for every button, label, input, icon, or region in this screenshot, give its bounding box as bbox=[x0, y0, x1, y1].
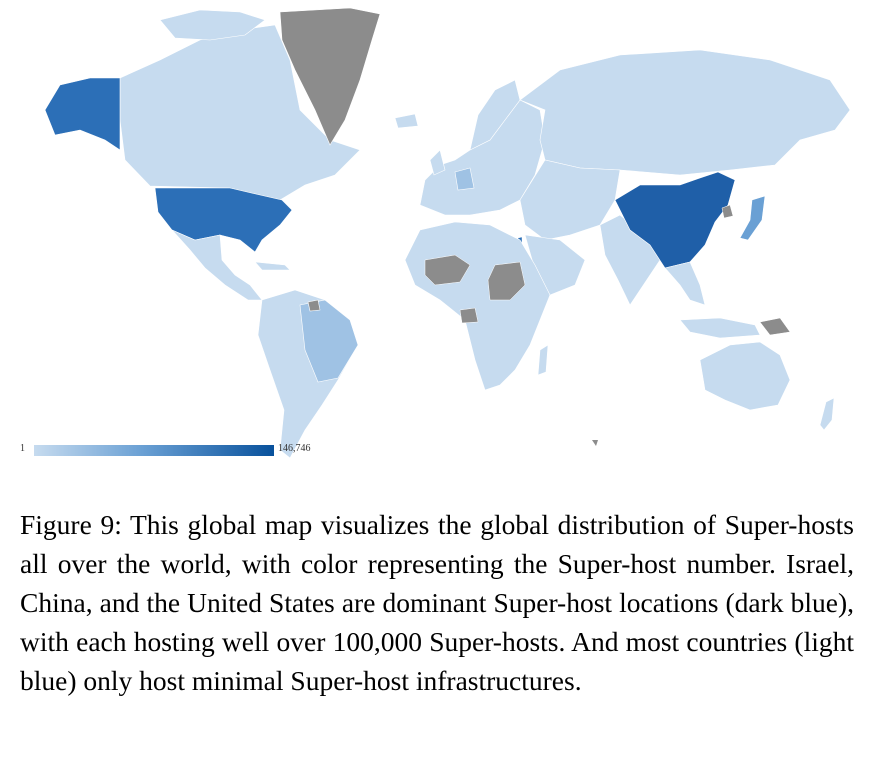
region-china bbox=[614, 171, 736, 269]
region-australia bbox=[699, 341, 791, 411]
world-choropleth-map: 1 146,746 bbox=[20, 7, 851, 459]
region-japan bbox=[739, 195, 766, 241]
region-korea-nodata bbox=[721, 204, 734, 219]
region-europe bbox=[419, 99, 546, 216]
color-legend: 1 146,746 bbox=[20, 443, 320, 459]
map-canvas bbox=[44, 7, 851, 459]
region-germany bbox=[454, 167, 475, 191]
region-russia bbox=[519, 49, 851, 176]
region-new-zealand bbox=[819, 397, 835, 431]
region-congo-nodata bbox=[459, 307, 479, 324]
region-alaska bbox=[44, 77, 121, 151]
region-guiana-nodata bbox=[307, 299, 321, 312]
region-indonesia bbox=[679, 317, 761, 339]
region-antarctic-nodata bbox=[592, 440, 598, 446]
region-mexico bbox=[171, 229, 263, 301]
region-sahel-nodata bbox=[424, 254, 471, 286]
region-scandinavia bbox=[469, 79, 521, 151]
region-caribbean bbox=[254, 261, 291, 271]
region-brazil bbox=[299, 299, 359, 383]
region-greenland bbox=[279, 7, 381, 146]
region-sudan-nodata bbox=[487, 261, 526, 301]
region-iceland bbox=[394, 113, 419, 129]
legend-min-label: 1 bbox=[20, 443, 25, 454]
region-southeast-asia bbox=[664, 261, 706, 306]
region-united-states bbox=[154, 187, 293, 253]
region-png-nodata bbox=[759, 317, 791, 336]
figure-caption: Figure 9: This global map visualizes the… bbox=[20, 509, 854, 696]
region-canada-islands bbox=[159, 9, 266, 41]
legend-gradient-bar bbox=[34, 445, 274, 456]
region-uk bbox=[429, 149, 446, 176]
region-madagascar bbox=[537, 344, 549, 376]
region-central-asia bbox=[519, 159, 621, 241]
legend-max-label: 146,746 bbox=[278, 443, 311, 454]
